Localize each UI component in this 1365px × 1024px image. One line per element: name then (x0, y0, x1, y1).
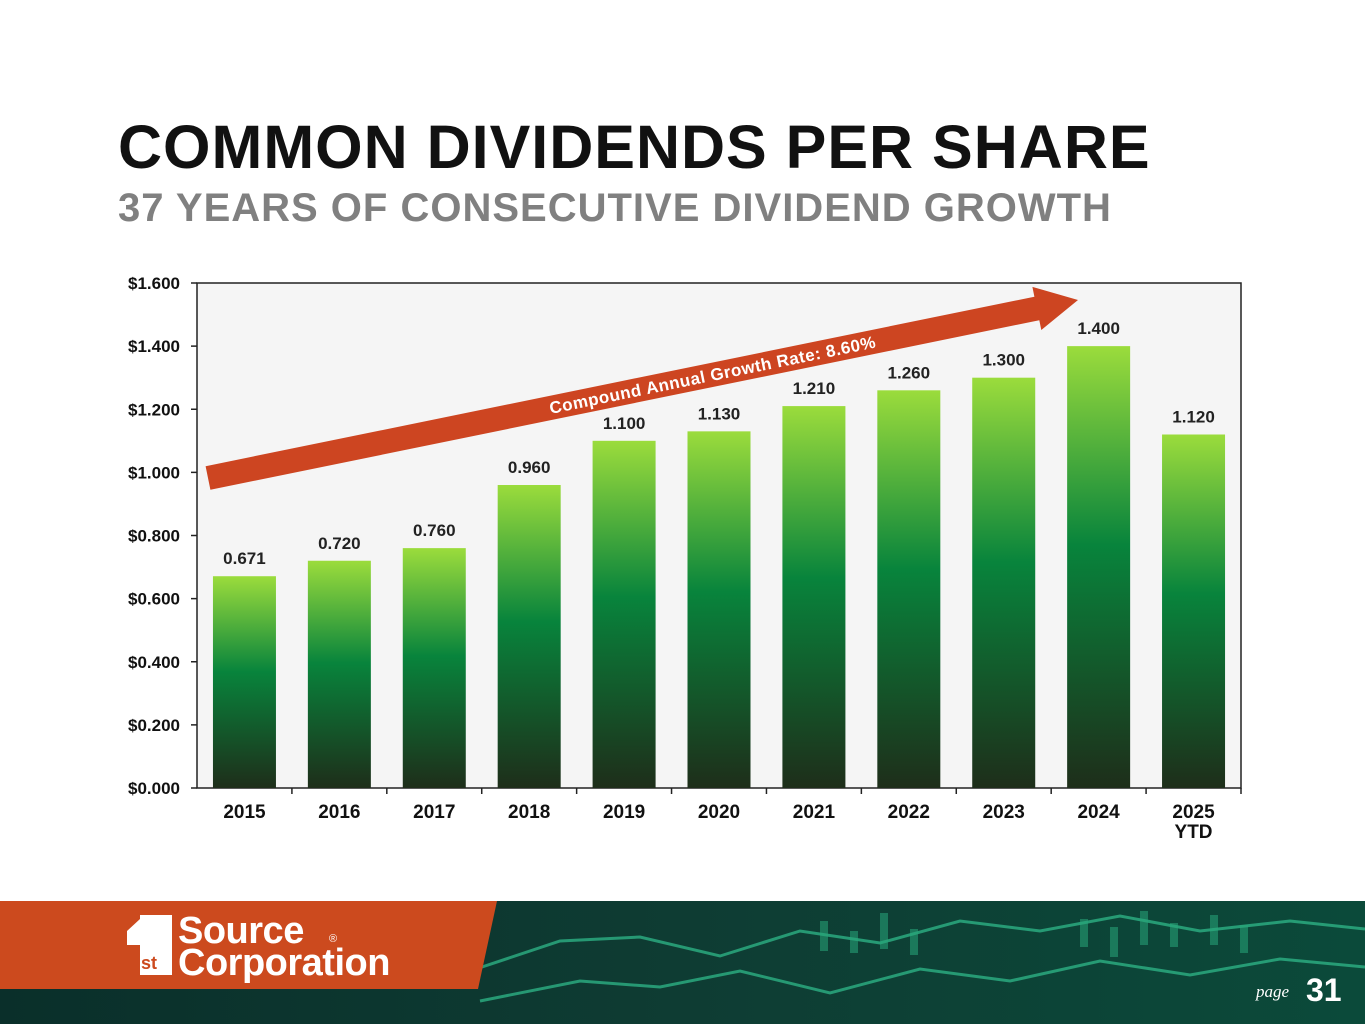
bar (1162, 434, 1226, 788)
bar (307, 560, 371, 788)
bar-value-label: 1.400 (1077, 319, 1120, 338)
x-tick-label: 2021 (793, 802, 836, 823)
bar-value-label: 1.130 (698, 404, 741, 423)
page-title: COMMON DIVIDENDS PER SHARE (118, 113, 1151, 181)
bar-value-label: 0.720 (318, 534, 361, 553)
y-tick-label: $0.000 (128, 779, 180, 798)
y-tick-label: $1.400 (128, 337, 180, 356)
x-tick-label: 2017 (413, 802, 455, 823)
footer-orange-band (0, 901, 497, 989)
bar-value-label: 0.960 (508, 458, 551, 477)
footer-banner: st (0, 901, 1365, 1024)
page-label: page (1256, 982, 1290, 1001)
bar-value-label: 1.100 (603, 414, 646, 433)
registered-mark: ® (329, 933, 338, 945)
bar (212, 576, 276, 788)
bar (1067, 346, 1131, 788)
y-tick-label: $0.800 (128, 527, 180, 546)
y-tick-label: $1.000 (128, 463, 180, 482)
bar (497, 485, 561, 788)
bar-value-label: 1.210 (793, 379, 836, 398)
y-tick-label: $1.200 (128, 400, 180, 419)
x-tick-label: 2025 (1172, 802, 1215, 823)
x-tick-label: 2023 (983, 802, 1025, 823)
bar (592, 440, 656, 788)
page-subtitle: 37 YEARS OF CONSECUTIVE DIVIDEND GROWTH (118, 186, 1112, 230)
brand-line-1: Source (178, 910, 304, 952)
y-tick-label: $0.200 (128, 716, 180, 735)
y-tick-label: $0.400 (128, 653, 180, 672)
bar (687, 431, 751, 788)
x-tick-label: 2020 (698, 802, 740, 823)
bar-value-label: 0.671 (223, 549, 266, 568)
dividends-chart: $0.000 $0.200 $0.400 $0.600 $0.800 $1.000 $1.2… (128, 274, 1242, 843)
bar (402, 548, 466, 788)
y-tick-label: $1.600 (128, 274, 180, 293)
bar-value-label: 0.760 (413, 521, 456, 540)
x-tick-label: 2024 (1077, 802, 1120, 823)
x-tick-label: 2018 (508, 802, 550, 823)
bar-value-label: 1.260 (888, 363, 931, 382)
brand-line-2: Corporation (178, 942, 390, 984)
growth-arrow (205, 286, 1079, 490)
bar (782, 406, 846, 788)
bar-value-label: 1.300 (982, 351, 1025, 370)
x-tick-label: 2016 (318, 802, 360, 823)
bar (877, 390, 941, 788)
x-tick-label: 2019 (603, 802, 645, 823)
bar-value-label: 1.120 (1172, 408, 1215, 427)
x-tick-label: YTD (1175, 822, 1213, 843)
logo-mark-text: st (141, 953, 157, 973)
bar (972, 377, 1036, 788)
decorative-candles (820, 911, 1248, 957)
logo-one-icon (127, 915, 172, 975)
y-tick-label: $0.600 (128, 590, 180, 609)
page-number: 31 (1306, 972, 1342, 1008)
x-tick-label: 2022 (888, 802, 930, 823)
x-tick-label: 2015 (223, 802, 266, 823)
